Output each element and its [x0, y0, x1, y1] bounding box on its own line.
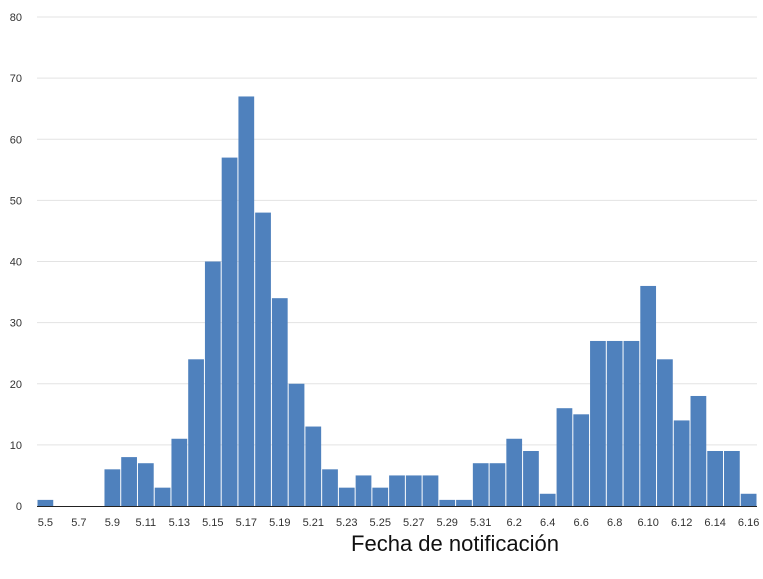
bar: [104, 469, 121, 506]
bar: [255, 212, 271, 506]
x-tick-label: 5.27: [403, 517, 424, 529]
bar: [389, 475, 405, 506]
bar: [171, 438, 188, 506]
bar: [372, 487, 389, 506]
bar: [690, 395, 707, 506]
bar: [707, 450, 724, 506]
x-tick-label: 6.14: [704, 517, 725, 529]
bar: [556, 408, 573, 506]
x-tick-label: 5.31: [470, 517, 491, 529]
bar: [271, 298, 288, 506]
bar: [740, 493, 757, 506]
y-tick-label: 50: [10, 195, 22, 207]
bar: [640, 285, 657, 506]
bar: [288, 383, 305, 506]
x-tick-label: 5.5: [38, 517, 53, 529]
bar: [355, 475, 372, 506]
bar: [238, 96, 255, 507]
y-tick-label: 30: [10, 318, 22, 330]
bar: [137, 463, 154, 506]
y-tick-label: 80: [10, 12, 22, 24]
x-tick-label: 6.4: [540, 517, 555, 529]
bar: [322, 469, 338, 506]
bar: [523, 450, 539, 506]
bar: [673, 420, 690, 506]
x-tick-label: 5.23: [336, 517, 357, 529]
y-tick-label: 10: [10, 440, 22, 452]
bar: [221, 157, 238, 506]
x-tick-label: 5.11: [136, 517, 157, 529]
x-axis-ticks: 5.5 5.7 5.9 5.11 5.13 5.15 5.17 5.19 5.21 5.23 5.2…: [38, 517, 760, 529]
y-axis-ticks: 0 10 20 30 40 50 60 70 80: [10, 12, 22, 513]
bar: [657, 359, 673, 506]
bar: [305, 426, 322, 506]
bar: [422, 475, 439, 506]
bar: [606, 340, 623, 506]
x-tick-label: 6.2: [507, 517, 522, 529]
x-tick-label: 5.25: [370, 517, 391, 529]
bar: [154, 487, 171, 506]
bar: [506, 438, 523, 506]
bar: [472, 463, 489, 506]
grid-lines: [37, 16, 757, 446]
x-tick-label: 5.29: [437, 517, 458, 529]
bar: [204, 261, 221, 506]
y-tick-label: 0: [16, 501, 22, 513]
y-tick-label: 60: [10, 134, 22, 146]
x-tick-label: 5.13: [169, 517, 190, 529]
bar: [456, 499, 472, 506]
x-tick-label: 5.17: [236, 517, 257, 529]
bar: [188, 359, 204, 506]
bar: [338, 487, 355, 506]
x-tick-label: 6.16: [738, 517, 759, 529]
bar: [623, 340, 640, 506]
x-axis-label: Fecha de notificación: [351, 531, 559, 556]
x-tick-label: 5.19: [269, 517, 290, 529]
x-tick-label: 6.12: [671, 517, 692, 529]
x-tick-label: 5.21: [303, 517, 324, 529]
y-tick-label: 40: [10, 257, 22, 269]
y-tick-label: 70: [10, 73, 22, 85]
x-tick-label: 5.9: [105, 517, 120, 529]
x-tick-label: 6.6: [574, 517, 589, 529]
x-tick-label: 6.10: [637, 517, 658, 529]
x-tick-label: 6.8: [607, 517, 622, 529]
y-tick-label: 20: [10, 379, 22, 391]
bar: [539, 493, 556, 506]
bar: [573, 414, 590, 506]
bar: [724, 450, 740, 506]
bars: [37, 96, 757, 507]
bar: [405, 475, 422, 506]
bar: [121, 457, 137, 506]
x-tick-label: 5.15: [202, 517, 223, 529]
bar: [590, 340, 606, 506]
bar: [489, 463, 506, 506]
x-tick-label: 5.7: [71, 517, 86, 529]
bar: [439, 499, 456, 506]
bar: [37, 499, 54, 506]
